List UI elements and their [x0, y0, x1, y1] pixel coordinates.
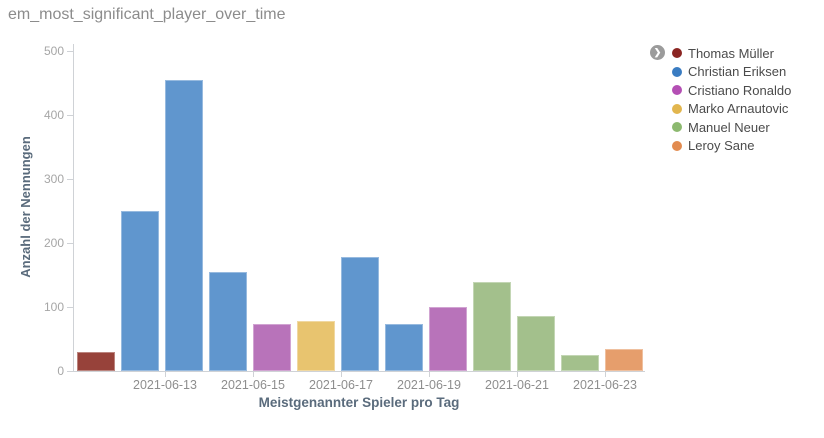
legend-item[interactable]: Thomas Müller — [672, 44, 820, 63]
bar-2021-06-12[interactable] — [121, 211, 159, 371]
bar-2021-06-13[interactable] — [165, 79, 203, 371]
y-tick-label: 100 — [43, 300, 64, 314]
legend-items: Thomas Müller Christian Eriksen Cristiano … — [672, 44, 820, 155]
x-axis-line — [73, 371, 645, 372]
x-axis-tick — [517, 372, 518, 377]
legend-item-label: Cristiano Ronaldo — [688, 82, 792, 98]
y-axis-tick — [67, 115, 73, 116]
bar-2021-06-14[interactable] — [209, 271, 247, 371]
y-tick-label: 200 — [43, 236, 64, 250]
legend-color-dot-icon — [672, 66, 682, 77]
y-tick-label: 400 — [43, 108, 64, 122]
legend-item-label: Marko Arnautovic — [688, 101, 789, 117]
x-tick-label: 2021-06-15 — [221, 378, 285, 392]
bar-2021-06-17[interactable] — [341, 257, 379, 371]
legend-item-label: Thomas Müller — [688, 45, 774, 61]
legend-item[interactable]: Marko Arnautovic — [672, 100, 820, 119]
legend-item-label: Manuel Neuer — [688, 119, 770, 135]
y-tick-label: 0 — [57, 364, 64, 378]
y-tick-label: 500 — [43, 44, 64, 58]
legend-color-dot-icon — [672, 103, 682, 114]
legend-color-dot-icon — [672, 48, 682, 59]
legend-color-dot-icon — [672, 140, 682, 151]
bar-2021-06-16[interactable] — [297, 321, 335, 371]
legend-item[interactable]: Manuel Neuer — [672, 118, 820, 137]
y-axis-line — [73, 44, 74, 371]
chart-title: em_most_significant_player_over_time — [8, 6, 286, 23]
y-axis-tick — [67, 243, 73, 244]
x-tick-label: 2021-06-17 — [309, 378, 373, 392]
x-tick-label: 2021-06-21 — [485, 378, 549, 392]
x-axis-title: Meistgenannter Spieler pro Tag — [258, 395, 460, 410]
legend-scroll-button[interactable]: ❯ — [650, 45, 665, 60]
legend-item[interactable]: Leroy Sane — [672, 137, 820, 156]
bar-2021-06-11[interactable] — [77, 351, 115, 371]
x-tick-label: 2021-06-19 — [397, 378, 461, 392]
y-tick-label: 300 — [43, 172, 64, 186]
x-axis-tick — [429, 372, 430, 377]
legend-item-label: Christian Eriksen — [688, 64, 787, 80]
legend-color-dot-icon — [672, 122, 682, 133]
bar-2021-06-18[interactable] — [385, 323, 423, 371]
bar-2021-06-21[interactable] — [517, 315, 555, 371]
y-axis-tick — [67, 371, 73, 372]
legend: ❯ Thomas Müller Christian Eriksen Cristian… — [650, 44, 820, 155]
legend-color-dot-icon — [672, 85, 682, 96]
x-tick-label: 2021-06-13 — [133, 378, 197, 392]
x-tick-label: 2021-06-23 — [573, 378, 637, 392]
x-axis-tick — [605, 372, 606, 377]
legend-item[interactable]: Cristiano Ronaldo — [672, 81, 820, 100]
bar-2021-06-22[interactable] — [561, 355, 599, 371]
bar-2021-06-19[interactable] — [429, 307, 467, 371]
chevron-right-icon: ❯ — [653, 47, 662, 57]
y-axis-tick — [67, 179, 73, 180]
x-axis-tick — [165, 372, 166, 377]
x-axis-tick — [253, 372, 254, 377]
bar-2021-06-23[interactable] — [605, 349, 643, 371]
y-axis-tick — [67, 51, 73, 52]
y-axis-tick — [67, 307, 73, 308]
bar-2021-06-15[interactable] — [253, 323, 291, 371]
x-axis-tick — [341, 372, 342, 377]
y-axis-title: Anzahl der Nennungen — [18, 136, 33, 278]
legend-item[interactable]: Christian Eriksen — [672, 63, 820, 82]
legend-item-label: Leroy Sane — [688, 138, 755, 154]
bar-2021-06-20[interactable] — [473, 282, 511, 371]
